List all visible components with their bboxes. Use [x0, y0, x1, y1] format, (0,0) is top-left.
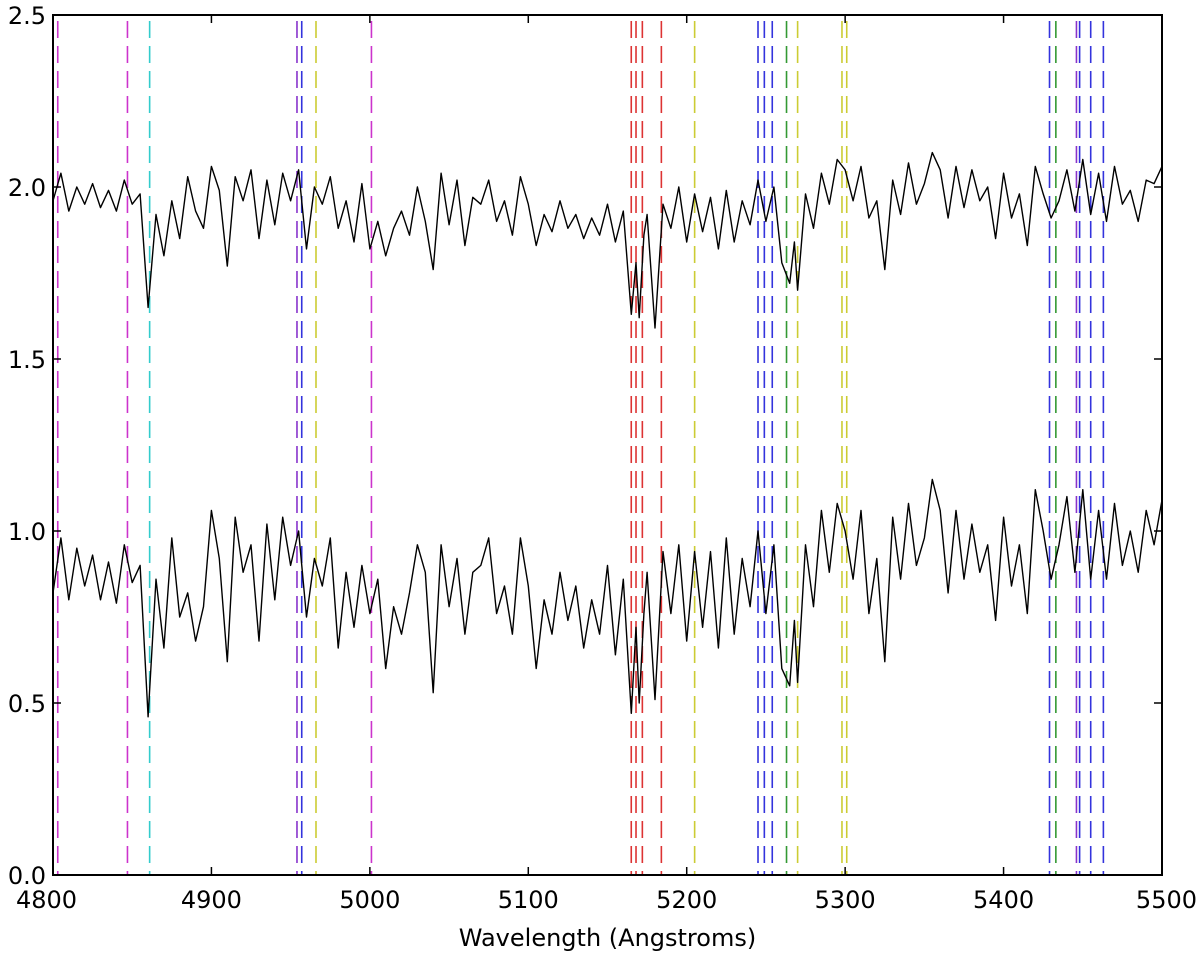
y-tick-label: 0.0	[8, 862, 46, 890]
reference-lines	[56, 21, 1105, 875]
y-tick-label: 2.0	[8, 174, 46, 202]
y-tick-label: 2.5	[8, 2, 46, 30]
x-tick-label: 5500	[1136, 886, 1197, 914]
spectrum-line-1	[52, 478, 1163, 718]
y-tick-label: 1.5	[8, 346, 46, 374]
y-axis-ticks: 0.0 0.5 1.0 1.5 2.0 2.5	[8, 2, 1162, 890]
x-tick-label: 5200	[656, 886, 717, 914]
x-tick-label: 4900	[181, 886, 242, 914]
x-tick-label: 5000	[339, 886, 400, 914]
x-tick-label: 4800	[16, 886, 77, 914]
plot-frame	[52, 14, 1163, 876]
y-tick-label: 1.0	[8, 518, 46, 546]
x-axis-label: Wavelength (Angstroms)	[459, 924, 756, 952]
x-axis-ticks: 4800 4900 5000 5100 5200 5300 5400 5500	[16, 15, 1197, 914]
y-tick-label: 0.5	[8, 690, 46, 718]
x-tick-label: 5400	[973, 886, 1034, 914]
spectrum-line-0	[52, 151, 1163, 329]
x-tick-label: 5300	[815, 886, 876, 914]
spectrum-series	[52, 151, 1163, 718]
x-tick-label: 5100	[498, 886, 559, 914]
